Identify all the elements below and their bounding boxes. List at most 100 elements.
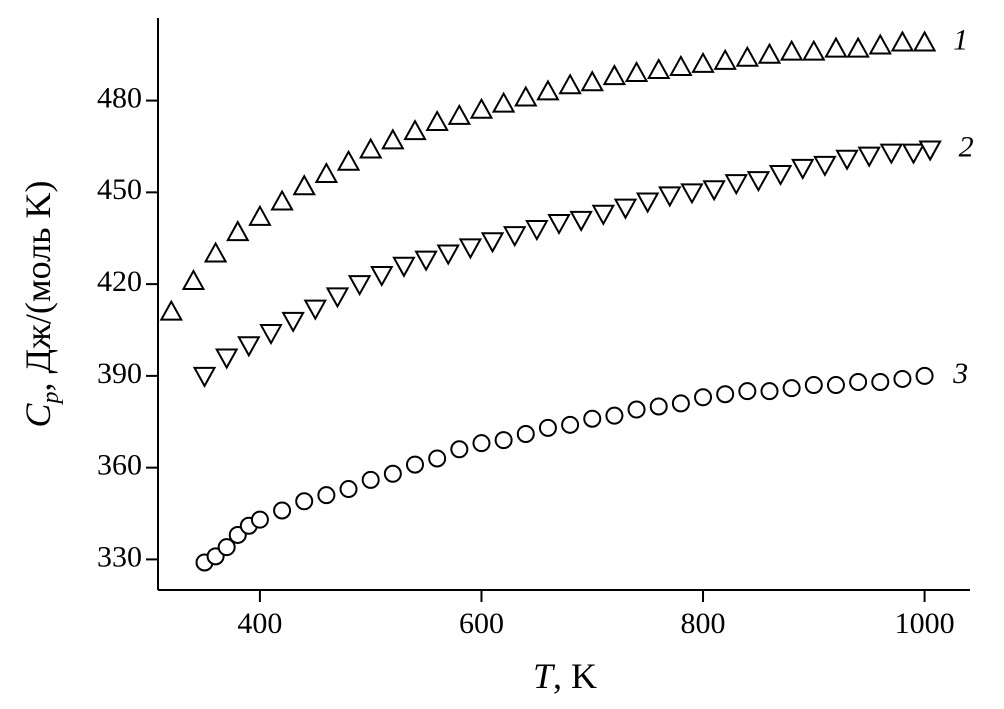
point	[602, 64, 627, 86]
point	[450, 440, 469, 459]
point	[425, 109, 449, 131]
point	[605, 406, 624, 425]
point	[813, 155, 837, 177]
point	[281, 311, 305, 333]
point	[303, 299, 328, 321]
point	[547, 213, 571, 236]
y-tick-label: 480	[97, 81, 142, 114]
point	[525, 220, 549, 242]
point	[791, 158, 815, 180]
x-axis-label: T, K	[533, 656, 597, 696]
point	[428, 449, 447, 468]
point	[669, 54, 693, 76]
point	[658, 186, 682, 208]
point	[757, 42, 782, 64]
point	[779, 39, 804, 61]
point	[635, 192, 660, 214]
point	[325, 287, 350, 309]
point	[580, 70, 604, 92]
point	[583, 409, 602, 428]
point	[514, 85, 538, 107]
point	[649, 397, 668, 416]
point	[317, 486, 336, 505]
point	[879, 143, 904, 165]
series-label: 2	[959, 130, 974, 163]
point	[503, 226, 527, 248]
point	[494, 431, 513, 450]
point	[458, 238, 483, 260]
point	[918, 140, 942, 162]
point	[738, 382, 757, 401]
point	[270, 189, 294, 211]
point	[702, 180, 726, 202]
point	[248, 204, 272, 226]
point	[295, 492, 314, 511]
point	[259, 324, 283, 346]
x-label-unit: , K	[553, 656, 597, 696]
point	[716, 385, 735, 404]
x-tick-label: 400	[237, 607, 282, 640]
y-label-symbol: C	[18, 403, 58, 428]
series-label: 3	[952, 357, 968, 390]
point	[358, 137, 383, 159]
point	[694, 388, 713, 407]
point	[447, 103, 472, 125]
point	[538, 418, 557, 437]
point	[824, 36, 848, 58]
point	[347, 275, 372, 297]
y-tick-label: 450	[97, 173, 142, 206]
point	[314, 161, 339, 183]
point	[192, 366, 217, 388]
point	[558, 73, 582, 95]
point	[403, 119, 427, 141]
point	[802, 39, 826, 61]
point	[516, 425, 535, 443]
series-label: 1	[953, 23, 968, 56]
point	[647, 57, 671, 79]
x-tick-label: 800	[681, 607, 726, 640]
point	[624, 60, 649, 83]
x-tick-label: 1000	[895, 607, 955, 640]
point	[181, 268, 206, 291]
point	[226, 220, 250, 242]
point	[871, 373, 890, 391]
y-tick-label: 330	[97, 540, 142, 573]
point	[250, 510, 269, 529]
point	[613, 198, 638, 220]
point	[846, 36, 870, 58]
point	[912, 30, 937, 52]
point	[203, 241, 228, 263]
point	[159, 299, 183, 321]
y-tick-label: 360	[97, 449, 142, 482]
point	[469, 97, 494, 119]
point	[826, 376, 845, 395]
y-tick-label: 390	[97, 357, 142, 390]
point	[760, 382, 779, 401]
point	[691, 51, 715, 73]
point	[406, 455, 425, 474]
point	[237, 336, 261, 358]
x-tick-label: 600	[459, 607, 504, 640]
point	[536, 79, 560, 101]
x-label-symbol: T	[533, 656, 556, 696]
point	[472, 434, 491, 453]
point	[680, 183, 704, 205]
point	[214, 348, 239, 370]
point	[915, 366, 934, 385]
point	[561, 415, 580, 434]
point	[713, 48, 737, 70]
y-axis-label: Cp, Дж/(моль K)	[18, 180, 63, 427]
point	[901, 143, 926, 165]
point	[383, 464, 402, 483]
point	[835, 149, 859, 171]
point	[671, 394, 690, 413]
point	[480, 232, 505, 254]
point	[868, 33, 892, 55]
point	[849, 373, 868, 391]
point	[436, 244, 460, 266]
point	[370, 265, 394, 288]
point	[217, 538, 236, 557]
point	[414, 250, 438, 272]
